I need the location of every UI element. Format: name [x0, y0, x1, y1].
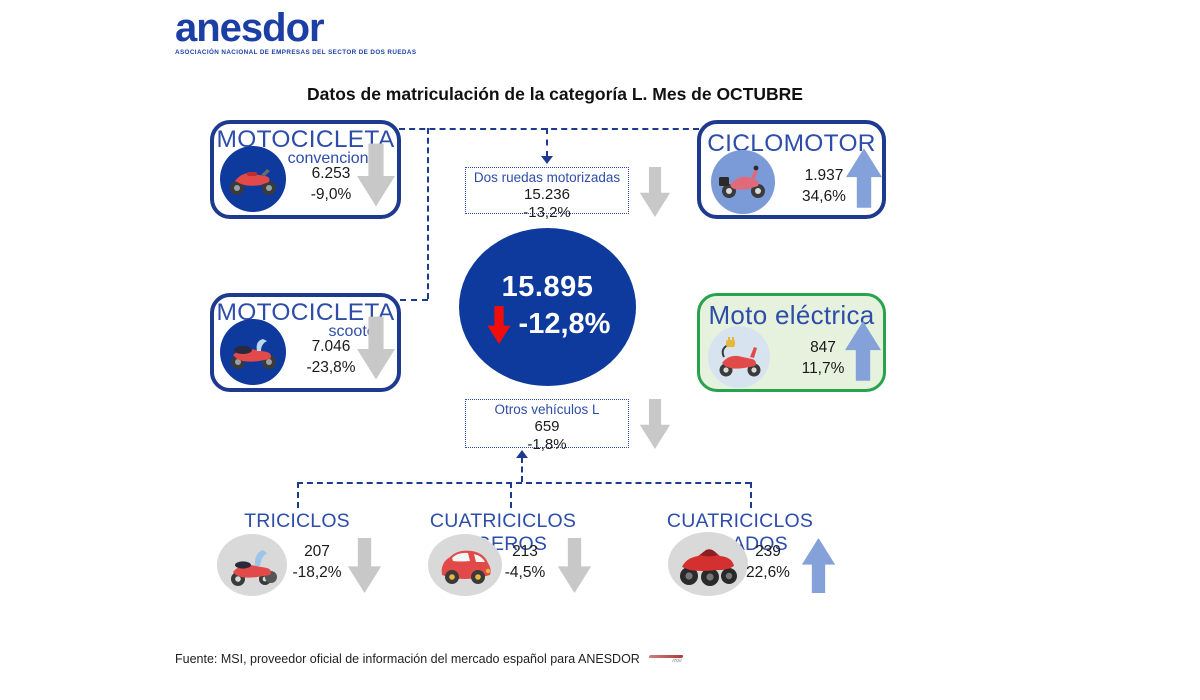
box-dos-ruedas: Dos ruedas motorizadas 15.236 -13,2% — [465, 167, 629, 221]
box-otros-vehiculos: Otros vehículos L 659 -1,8% — [465, 399, 629, 453]
box-subtitle: convencional — [287, 149, 381, 167]
cuatriciclos-ligeros-values: 213 -4,5% — [497, 542, 553, 584]
triciclos-values: 207 -18,2% — [289, 542, 345, 584]
vehicle-icon-circle — [220, 319, 286, 385]
box-change: 11,7% — [801, 359, 845, 377]
msi-logo-text: msi — [671, 657, 683, 664]
box-change: -18,2% — [292, 563, 342, 581]
box-values: 1.937 34,6% — [795, 166, 853, 208]
box-moto-electrica: Moto eléctrica 847 11,7% — [697, 293, 886, 392]
msi-logo-icon: msi — [646, 654, 684, 664]
vehicle-icon-ellipse — [668, 532, 748, 596]
up-arrow-icon — [845, 321, 881, 381]
down-arrow-icon — [639, 399, 671, 449]
anesdor-wordmark: anesdor — [175, 6, 325, 50]
box-subtitle: scooter — [328, 322, 381, 340]
down-arrow-icon — [357, 316, 395, 380]
connector-scooter-horizontal — [400, 299, 428, 301]
box-value: 213 — [512, 543, 538, 560]
red-down-arrow-icon — [487, 305, 511, 344]
vehicle-icon-circle — [708, 326, 770, 388]
box-values: 7.046 -23,8% — [300, 337, 362, 379]
box-ciclomotor: CICLOMOTOR 1.937 34,6% — [697, 120, 886, 219]
footer: Fuente: MSI, proveedor oficial de inform… — [175, 652, 684, 666]
box-value: 207 — [304, 543, 330, 560]
box-change: -13,2% — [523, 204, 571, 222]
box-title: Moto eléctrica — [708, 300, 875, 330]
connector-bottom-horizontal — [297, 482, 751, 484]
anesdor-logo: anesdor ASOCIACIÓN NACIONAL DE EMPRESAS … — [175, 6, 417, 56]
vehicle-icon-circle — [711, 150, 775, 214]
vehicle-icon-ellipse — [428, 534, 502, 596]
down-arrow-icon — [639, 167, 671, 217]
up-arrow-icon — [801, 538, 836, 593]
box-change: -9,0% — [310, 185, 352, 203]
source-text: Fuente: MSI, proveedor oficial de inform… — [175, 652, 640, 666]
box-title: Dos ruedas motorizadas — [473, 170, 621, 185]
box-title: Otros vehículos L — [494, 402, 600, 417]
box-values: 847 11,7% — [794, 338, 852, 380]
box-change: 34,6% — [802, 187, 846, 205]
connector-left-vertical — [427, 128, 429, 299]
box-values: 6.253 -9,0% — [300, 164, 362, 206]
box-value: 847 — [810, 339, 836, 356]
box-change: -23,8% — [306, 358, 356, 376]
box-motocicleta-scooter: MOTOCICLETA scooter 7.046 -23,8% — [210, 293, 401, 392]
box-value: 239 — [755, 543, 781, 560]
connector-center-arrowhead-down — [541, 156, 553, 164]
box-value: 15.236 — [524, 186, 570, 204]
moped-icon — [719, 165, 765, 198]
motorcycle-icon — [230, 169, 276, 195]
total-change-row: -12,8% — [485, 305, 611, 344]
box-value: 6.253 — [311, 165, 351, 182]
box-change: 22,6% — [746, 563, 790, 581]
connector-up-arrowhead — [516, 450, 528, 458]
down-arrow-icon — [357, 143, 395, 207]
trike-icon — [231, 550, 277, 586]
box-value: 659 — [534, 418, 560, 436]
total-value: 15.895 — [501, 270, 594, 303]
box-change: -1,8% — [527, 436, 567, 454]
page-title: Datos de matriculación de la categoría L… — [307, 84, 803, 104]
cuatriciclos-pesados-values: 239 22,6% — [740, 542, 796, 584]
vehicle-icon-ellipse — [217, 534, 287, 596]
label-triciclos: TRICICLOS — [244, 510, 350, 532]
connector-drop-pesados — [750, 482, 752, 508]
box-value: 7.046 — [311, 338, 351, 355]
connector-up-shaft — [521, 457, 523, 482]
microcar-icon — [441, 550, 491, 584]
connector-center-drop — [546, 128, 548, 157]
connector-drop-triciclos — [297, 482, 299, 508]
box-value: 1.937 — [804, 167, 844, 184]
scooter-icon — [231, 339, 276, 369]
atv-icon — [680, 549, 737, 586]
vehicle-icon-circle — [220, 146, 286, 212]
total-ellipse: 15.895 -12,8% — [459, 228, 636, 386]
connector-drop-ligeros — [510, 482, 512, 508]
connector-top-horizontal — [399, 128, 699, 130]
anesdor-tagline: ASOCIACIÓN NACIONAL DE EMPRESAS DEL SECT… — [175, 49, 417, 56]
total-change: -12,8% — [518, 308, 611, 340]
box-motocicleta-convencional: MOTOCICLETA convencional 6.253 -9,0% — [210, 120, 401, 219]
box-change: -4,5% — [504, 563, 546, 581]
electric-scooter-icon — [719, 337, 761, 377]
down-arrow-icon — [557, 538, 592, 593]
down-arrow-icon — [347, 538, 382, 593]
up-arrow-icon — [846, 148, 882, 208]
